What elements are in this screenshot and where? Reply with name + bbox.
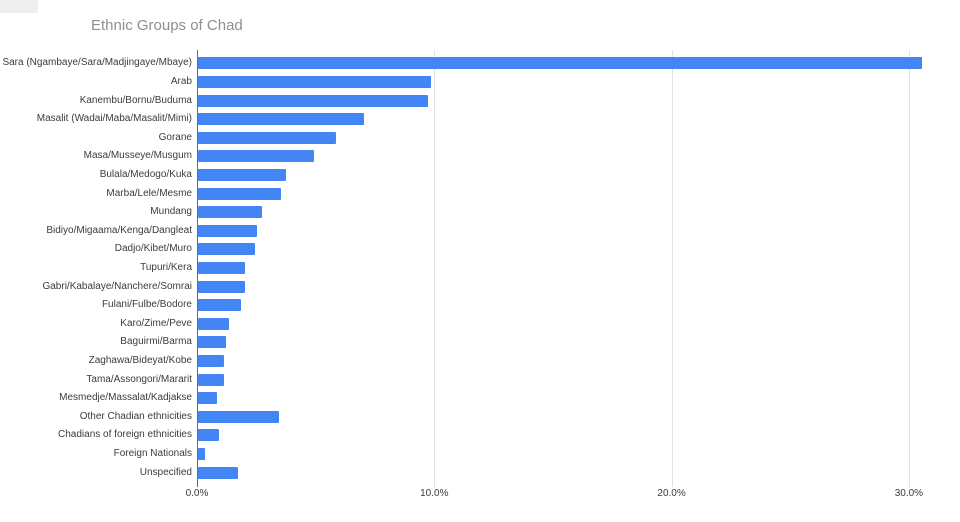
category-label: Mesmedje/Massalat/Kadjakse [59, 392, 192, 404]
bar[interactable] [198, 76, 431, 88]
bar[interactable] [198, 206, 263, 219]
category-label: Karo/Zime/Peve [120, 317, 192, 329]
category-label: Masa/Musseye/Musgum [83, 150, 192, 162]
x-tick-label: 0.0% [185, 488, 209, 499]
bar[interactable] [198, 392, 217, 405]
category-label: Gorane [158, 131, 192, 143]
x-tick-label: 30.0% [894, 488, 924, 499]
x-tick-label: 20.0% [657, 488, 686, 499]
x-tick-label: 10.0% [420, 488, 449, 499]
category-label: Dadjo/Kibet/Muro [114, 243, 192, 255]
category-label: Bidiyo/Migaama/Kenga/Dangleat [46, 224, 192, 236]
chart-title: Ethnic Groups of Chad [91, 17, 243, 34]
category-label: Marba/Lele/Mesme [106, 187, 192, 199]
bar[interactable] [198, 317, 229, 330]
category-label: Unspecified [139, 466, 192, 478]
bar[interactable] [198, 466, 239, 479]
bar[interactable] [198, 373, 225, 386]
bar[interactable] [198, 150, 315, 163]
gridline [434, 50, 436, 487]
category-label: Kanembu/Bornu/Buduma [79, 94, 192, 106]
y-axis-line [197, 50, 198, 487]
category-label: Bulala/Medogo/Kuka [99, 169, 192, 180]
bar[interactable] [198, 94, 429, 107]
category-label: Mundang [150, 206, 192, 218]
category-label: Zaghawa/Bideyat/Kobe [88, 355, 192, 366]
bar[interactable] [198, 410, 279, 423]
category-label: Other Chadian ethnicities [79, 410, 192, 422]
bar[interactable] [198, 262, 246, 274]
bar[interactable] [198, 243, 255, 256]
category-label: Baguirmi/Barma [120, 336, 192, 348]
bar[interactable] [198, 224, 258, 237]
category-label: Arab [170, 76, 192, 87]
corner-artifact [0, 0, 38, 13]
category-label: Gabri/Kabalaye/Nanchere/Somrai [42, 280, 192, 292]
bar[interactable] [198, 299, 241, 312]
bar[interactable] [198, 355, 225, 367]
category-label: Tupuri/Kera [140, 262, 192, 273]
bar[interactable] [198, 429, 220, 442]
category-label: Fulani/Fulbe/Bodore [101, 299, 192, 311]
category-label: Sara (Ngambaye/Sara/Madjingaye/Mbaye) [2, 57, 192, 69]
bar[interactable] [198, 187, 282, 200]
gridline [908, 50, 910, 487]
bar[interactable] [198, 113, 365, 126]
category-label: Chadians of foreign ethnicities [58, 429, 192, 441]
category-label: Masalit (Wadai/Maba/Masalit/Mimi) [36, 113, 192, 125]
bar[interactable] [198, 336, 227, 349]
category-label: Foreign Nationals [113, 448, 192, 459]
bar[interactable] [198, 169, 286, 181]
gridline [671, 50, 673, 487]
bar[interactable] [198, 57, 922, 70]
bar[interactable] [198, 131, 336, 144]
bar[interactable] [198, 448, 206, 460]
bar[interactable] [198, 280, 246, 293]
category-label: Tama/Assongori/Mararit [86, 373, 192, 385]
